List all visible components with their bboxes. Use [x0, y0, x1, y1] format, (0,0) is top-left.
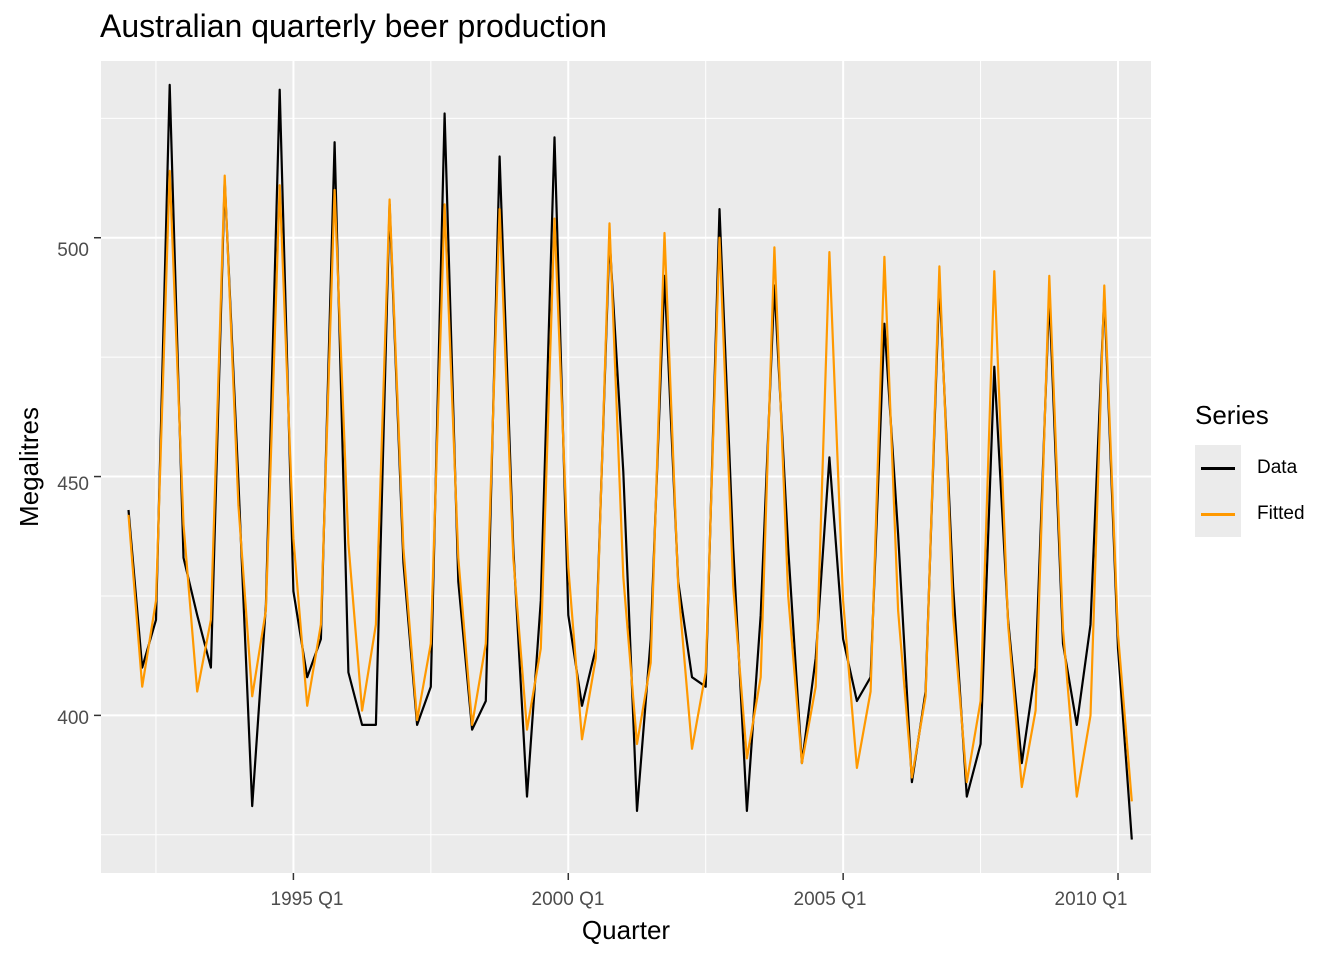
series-layer	[127, 83, 1133, 840]
legend-label-data: Data	[1257, 457, 1298, 478]
legend-title: Series	[1195, 400, 1269, 430]
plot-panel	[101, 61, 1151, 873]
x-axis-title: Quarter	[582, 915, 670, 945]
grid-minor	[101, 61, 1151, 873]
legend-swatch-fitted	[1201, 513, 1235, 516]
legend-swatch-data	[1201, 467, 1235, 470]
legend-item-fitted: Fitted	[1195, 491, 1335, 537]
series-line-fitted	[127, 169, 1133, 802]
legend: Series Data Fitted	[1195, 400, 1335, 537]
legend-key-fitted	[1195, 491, 1241, 537]
y-tick-label-500: 500	[57, 240, 89, 261]
chart-title: Australian quarterly beer production	[100, 8, 607, 44]
x-tick-label-2010: 2010 Q1	[1055, 889, 1128, 910]
y-axis-title: Megalitres	[14, 407, 44, 527]
axis-layer: 400 450 500 1995 Q1 2000 Q1 2005 Q1 2010…	[14, 236, 1128, 945]
x-tick-label-2005: 2005 Q1	[794, 889, 867, 910]
x-tick-label-1995: 1995 Q1	[271, 889, 344, 910]
y-tick-label-450: 450	[57, 474, 89, 495]
x-tick-label-2000: 2000 Q1	[532, 889, 605, 910]
legend-label-fitted: Fitted	[1257, 503, 1305, 524]
legend-item-data: Data	[1195, 445, 1335, 491]
y-tick-label-400: 400	[57, 708, 89, 729]
legend-key-data	[1195, 445, 1241, 491]
